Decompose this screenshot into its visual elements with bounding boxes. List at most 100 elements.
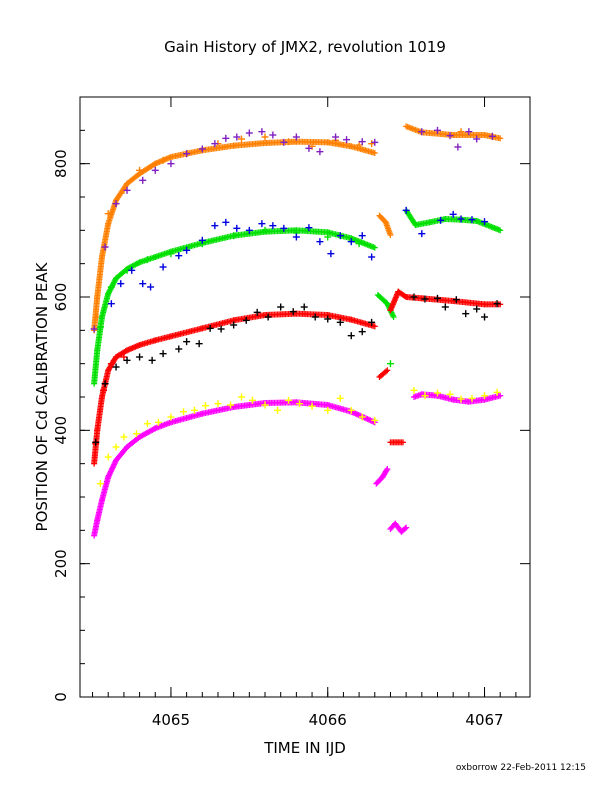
data-point bbox=[336, 394, 344, 402]
data-point bbox=[465, 128, 473, 136]
data-point bbox=[206, 324, 214, 332]
data-point bbox=[269, 222, 277, 230]
data-point bbox=[195, 340, 203, 348]
data-point bbox=[332, 133, 340, 141]
data-point bbox=[280, 138, 288, 146]
data-point bbox=[358, 328, 366, 336]
data-point bbox=[159, 263, 167, 271]
data-point bbox=[258, 220, 266, 228]
data-point bbox=[179, 408, 187, 416]
data-point bbox=[347, 406, 355, 414]
data-point bbox=[167, 250, 175, 258]
data-point bbox=[154, 418, 162, 426]
data-point bbox=[117, 280, 125, 288]
data-point bbox=[136, 166, 144, 174]
y-tick-label: 400 bbox=[52, 416, 70, 445]
series-2 bbox=[91, 207, 504, 387]
data-point bbox=[128, 266, 136, 274]
data-point bbox=[410, 293, 418, 301]
fit-mark bbox=[399, 439, 406, 446]
data-point bbox=[151, 166, 159, 174]
data-point bbox=[311, 313, 319, 321]
data-point bbox=[289, 308, 297, 316]
data-point bbox=[245, 226, 253, 234]
data-point bbox=[230, 232, 238, 240]
data-point bbox=[473, 305, 481, 313]
data-point bbox=[457, 128, 465, 136]
series-5 bbox=[92, 293, 501, 446]
data-point bbox=[222, 218, 230, 226]
data-point bbox=[292, 233, 300, 241]
data-point bbox=[233, 133, 241, 141]
data-point bbox=[446, 132, 454, 140]
data-point bbox=[441, 303, 449, 311]
data-point bbox=[112, 200, 120, 208]
fit-mark bbox=[383, 467, 390, 474]
data-point bbox=[261, 226, 269, 234]
data-point bbox=[473, 135, 481, 143]
data-point bbox=[277, 303, 285, 311]
data-point bbox=[493, 388, 501, 396]
data-point bbox=[183, 246, 191, 254]
data-point bbox=[418, 230, 426, 238]
data-point bbox=[347, 332, 355, 340]
fit-mark bbox=[403, 524, 410, 531]
data-point bbox=[433, 294, 441, 302]
data-point bbox=[336, 232, 344, 240]
data-point bbox=[433, 126, 441, 134]
data-point bbox=[457, 215, 465, 223]
data-point bbox=[493, 300, 501, 308]
data-point bbox=[101, 243, 109, 251]
series-4 bbox=[91, 288, 504, 467]
data-point bbox=[300, 303, 308, 311]
data-point bbox=[107, 283, 115, 291]
data-point bbox=[368, 140, 376, 148]
data-point bbox=[139, 176, 147, 184]
data-point bbox=[368, 318, 376, 326]
fit-mark bbox=[371, 323, 378, 330]
data-point bbox=[481, 218, 489, 226]
data-point bbox=[120, 433, 128, 441]
data-point bbox=[368, 253, 376, 261]
data-point bbox=[347, 238, 355, 246]
data-point bbox=[123, 356, 131, 364]
series-1 bbox=[90, 126, 496, 333]
data-point bbox=[167, 160, 175, 168]
data-point bbox=[296, 400, 304, 408]
data-point bbox=[136, 353, 144, 361]
data-point bbox=[233, 224, 241, 232]
data-point bbox=[386, 360, 394, 368]
data-point bbox=[198, 145, 206, 153]
series-6 bbox=[91, 391, 504, 539]
data-point bbox=[371, 416, 379, 424]
data-point bbox=[274, 406, 282, 414]
data-point bbox=[242, 316, 250, 324]
data-point bbox=[264, 313, 272, 321]
data-point bbox=[123, 186, 131, 194]
data-point bbox=[324, 233, 332, 241]
data-point bbox=[112, 443, 120, 451]
data-point bbox=[269, 131, 277, 139]
x-tick-label: 4067 bbox=[465, 711, 503, 729]
data-point bbox=[175, 345, 183, 353]
data-point bbox=[336, 318, 344, 326]
data-point bbox=[175, 252, 183, 260]
data-point bbox=[418, 128, 426, 136]
data-point bbox=[217, 325, 225, 333]
data-point bbox=[327, 250, 335, 258]
data-point bbox=[143, 420, 151, 428]
series-7 bbox=[96, 386, 501, 488]
data-point bbox=[446, 390, 454, 398]
data-point bbox=[253, 308, 261, 316]
data-point bbox=[324, 315, 332, 323]
data-point bbox=[355, 240, 363, 248]
series-0 bbox=[91, 123, 504, 334]
data-point bbox=[245, 129, 253, 137]
data-point bbox=[167, 413, 175, 421]
data-point bbox=[104, 210, 112, 218]
data-point bbox=[481, 392, 489, 400]
data-point bbox=[237, 393, 245, 401]
data-point bbox=[214, 400, 222, 408]
data-point bbox=[101, 380, 109, 388]
fit-mark bbox=[497, 392, 504, 399]
